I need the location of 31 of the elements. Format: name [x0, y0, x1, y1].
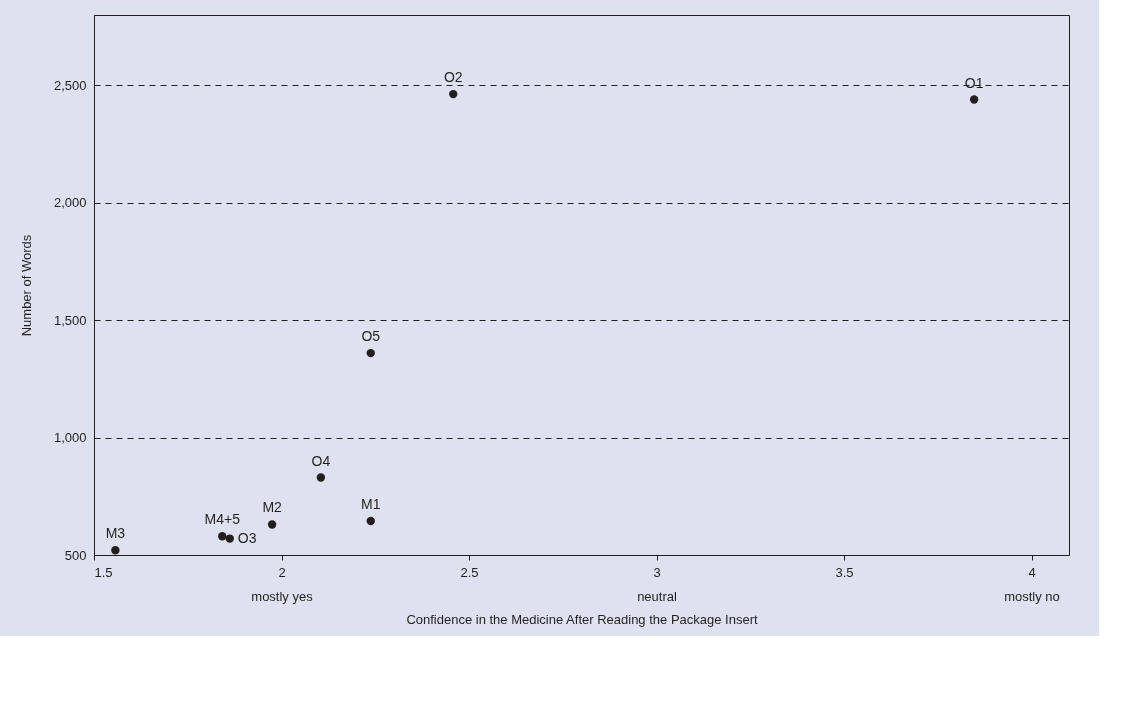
y-tick-label: 2,500	[53, 77, 87, 93]
y-tick-label: 2,000	[53, 195, 87, 211]
point	[111, 546, 120, 555]
y-tick-label: 1,500	[53, 312, 87, 328]
point	[225, 534, 234, 543]
point	[366, 348, 375, 358]
x-tick-label: 3 neutral	[637, 564, 677, 604]
annotation: O3	[237, 529, 257, 546]
x-axis-title: Confidence in the Medicine After Reading the Package Insert	[406, 611, 758, 627]
y-tick-label: 500	[64, 547, 87, 563]
point	[366, 516, 375, 526]
annotation: M2	[262, 499, 283, 516]
annotation: M4+5	[204, 511, 241, 528]
point	[969, 95, 979, 104]
x-tick-label: 4 mostly no	[1004, 564, 1060, 604]
annotation: O4	[311, 452, 331, 469]
x-tick-label: 2 mostly yes	[251, 564, 314, 604]
annotation: O2	[443, 69, 463, 86]
point	[267, 520, 277, 529]
x-tick-label: 2.5	[460, 564, 479, 580]
annotation: O1	[964, 74, 984, 91]
y-axis-title: Number of Words	[18, 234, 34, 337]
annotation: O5	[361, 328, 381, 345]
annotation: M3	[105, 525, 126, 542]
point	[218, 532, 227, 541]
annotation: M1	[361, 495, 381, 512]
point	[316, 473, 326, 482]
x-tick-label: 3.5	[835, 564, 854, 580]
y-tick-label: 1,000	[53, 430, 87, 446]
point	[449, 89, 458, 99]
x-tick-label: 1.5	[94, 564, 113, 580]
